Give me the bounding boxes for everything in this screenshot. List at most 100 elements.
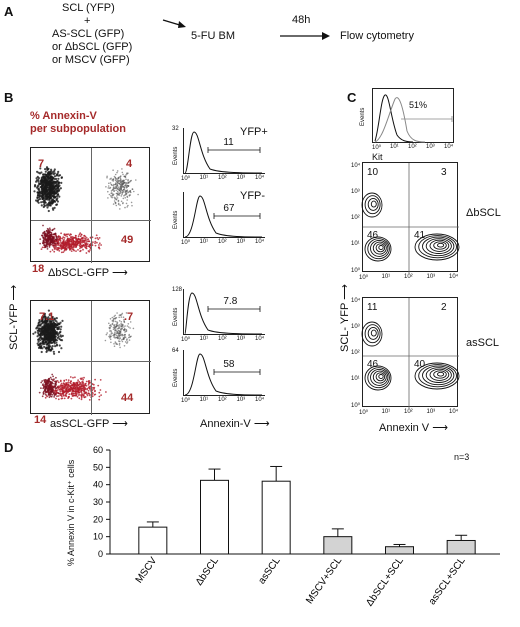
y-tick-label: 0 (98, 549, 103, 559)
scatter-top-dots (33, 166, 139, 254)
bar (200, 479, 229, 555)
kit-histogram: 51% (372, 88, 454, 143)
q-ll-top: 18 (32, 263, 45, 275)
contour-xtick: 10³ (426, 274, 436, 280)
hist-curve (184, 131, 263, 174)
bar (261, 480, 291, 555)
kit-curves (374, 94, 453, 143)
hist-curve (184, 292, 263, 335)
annexin-v-c-axis: Annexin V ⟶ (379, 422, 448, 434)
contour-q-ul: 10 (367, 167, 379, 178)
fu-bm-text: 5-FU BM (191, 30, 235, 42)
category-label: MSCV+SCL (304, 555, 344, 606)
annexin-v-axis: Annexin-V ⟶ (200, 418, 270, 430)
hist-tick: 10¹ (199, 336, 209, 342)
contour-xtick: 10¹ (381, 409, 391, 415)
hist-curve (184, 353, 263, 396)
dbscl-text: or ΔbSCL (GFP) (52, 41, 133, 53)
contour-lines (361, 298, 460, 408)
contour-ytick: 10² (351, 350, 360, 356)
bar (323, 536, 353, 555)
contour-q-lr: 40 (414, 359, 426, 370)
contour-q-ur: 2 (441, 302, 447, 313)
hist-tick: 10⁰ (181, 398, 191, 404)
contour-ytick: 10⁴ (351, 163, 361, 169)
kit-events-label: Events (360, 107, 366, 126)
panel-d-label: D (4, 440, 14, 455)
q-lr-bottom: 44 (121, 392, 134, 404)
asscl-row-label: asSCL (466, 337, 500, 349)
dbscl-row-label: ΔbSCL (466, 207, 501, 219)
y-tick-label: 60 (93, 445, 103, 455)
hist-tick: 10¹ (199, 175, 209, 181)
category-label: asSCL (256, 555, 282, 586)
contour-q-ll: 46 (367, 230, 379, 241)
y-tick-label: 20 (93, 514, 103, 524)
q-ul-top: 7 (38, 158, 45, 170)
hist-tick: 10¹ (199, 397, 209, 403)
contour-ytick: 10⁰ (351, 403, 361, 409)
hist-tick: 10³ (236, 239, 246, 245)
hist-tick: 10⁴ (255, 336, 265, 342)
scl-yfp-c-axis: SCL- YFP ⟶ (339, 284, 351, 352)
q-ll-bottom: 14 (34, 414, 47, 426)
flow-cytometry-text: Flow cytometry (340, 30, 414, 42)
hist-curve (184, 195, 263, 238)
yfp-pos-label: YFP+ (240, 126, 268, 138)
hist-box: 67 Events 10⁰ 10¹ 10² 10³ 10⁴ (173, 192, 265, 246)
y-tick-label: 50 (93, 462, 103, 472)
contour-ytick: 10⁴ (351, 298, 361, 304)
annexin-title-line1: % Annexin-V (30, 110, 97, 122)
hist-tick: 10⁴ (255, 175, 265, 181)
contour-xtick: 10⁴ (449, 409, 459, 415)
category-label: MSCV (134, 555, 160, 585)
annexin-title: % Annexin-V per subpopulation (30, 110, 126, 136)
kit-tick: 10¹ (390, 144, 399, 150)
hist-events-label: Events (173, 146, 179, 165)
hist-tick: 10³ (236, 336, 246, 342)
contour-box: 11 2 46 40 10⁰ 10⁰ 10¹ 10¹ 10² 10² 10³ 10³ 10⁴ 10⁴ (351, 297, 460, 416)
hist-box: 7.8 128 Events 10⁰ 10¹ 10² 10³ 10⁴ (172, 287, 265, 343)
contour-lines (361, 163, 460, 273)
y-tick-label: 40 (93, 480, 103, 490)
hist-tick: 10⁰ (181, 337, 191, 343)
mscv-text: or MSCV (GFP) (52, 54, 130, 66)
category-label: asSCL+SCL (427, 555, 468, 607)
kit-axis-label: Kit (372, 152, 383, 162)
contour-xtick: 10² (404, 274, 413, 280)
contour-box: 10 3 46 41 10⁰ 10⁰ 10¹ 10¹ 10² 10² 10³ 10³ 10⁴ 10⁴ (351, 162, 460, 281)
contour-ytick: 10³ (351, 324, 360, 330)
hist-events-label: Events (173, 210, 179, 229)
scatter-top: 7 4 49 (30, 147, 151, 263)
hist-ymax: 64 (172, 348, 179, 354)
hist-tick: 10⁴ (255, 397, 265, 403)
panel-c-label: C (347, 90, 357, 105)
kit-tick: 10⁰ (372, 145, 382, 151)
hist-value: 67 (223, 203, 235, 214)
hist-tick: 10³ (236, 175, 246, 181)
contour-ytick: 10¹ (351, 241, 360, 247)
hist-value: 11 (223, 137, 234, 148)
hist-tick: 10¹ (199, 239, 209, 245)
q-ul-bottom: 7.1 (39, 311, 55, 323)
panel-a-arrows (162, 19, 330, 40)
yfp-neg-label: YFP- (240, 190, 266, 202)
contour-q-lr: 41 (414, 230, 426, 241)
contour-xtick: 10³ (426, 409, 436, 415)
contour-ytick: 10⁰ (351, 268, 361, 274)
bar (385, 546, 414, 555)
dbscl-gfp-axis: ΔbSCL-GFP ⟶ (48, 267, 128, 279)
kit-tick: 10⁴ (444, 144, 454, 150)
hist-box: 58 64 Events 10⁰ 10¹ 10² 10³ 10⁴ (172, 348, 265, 404)
n-label: n=3 (454, 452, 470, 462)
hist-tick: 10⁰ (181, 176, 191, 182)
asscl-gfp-axis: asSCL-GFP ⟶ (50, 418, 128, 430)
contour-xtick: 10⁰ (359, 410, 369, 416)
time-text: 48h (292, 14, 311, 26)
hist-tick: 10⁴ (255, 239, 265, 245)
hist-tick: 10² (218, 397, 227, 403)
scatter-bottom-dots (32, 309, 135, 401)
bar-chart: 0 10 20 30 40 50 60 MSCV ΔbSCL asSCL MSCV+SCL ΔbSCL… (93, 445, 500, 608)
panel-b-label: B (4, 90, 14, 105)
annexin-title-line2: per subpopulation (30, 123, 126, 135)
